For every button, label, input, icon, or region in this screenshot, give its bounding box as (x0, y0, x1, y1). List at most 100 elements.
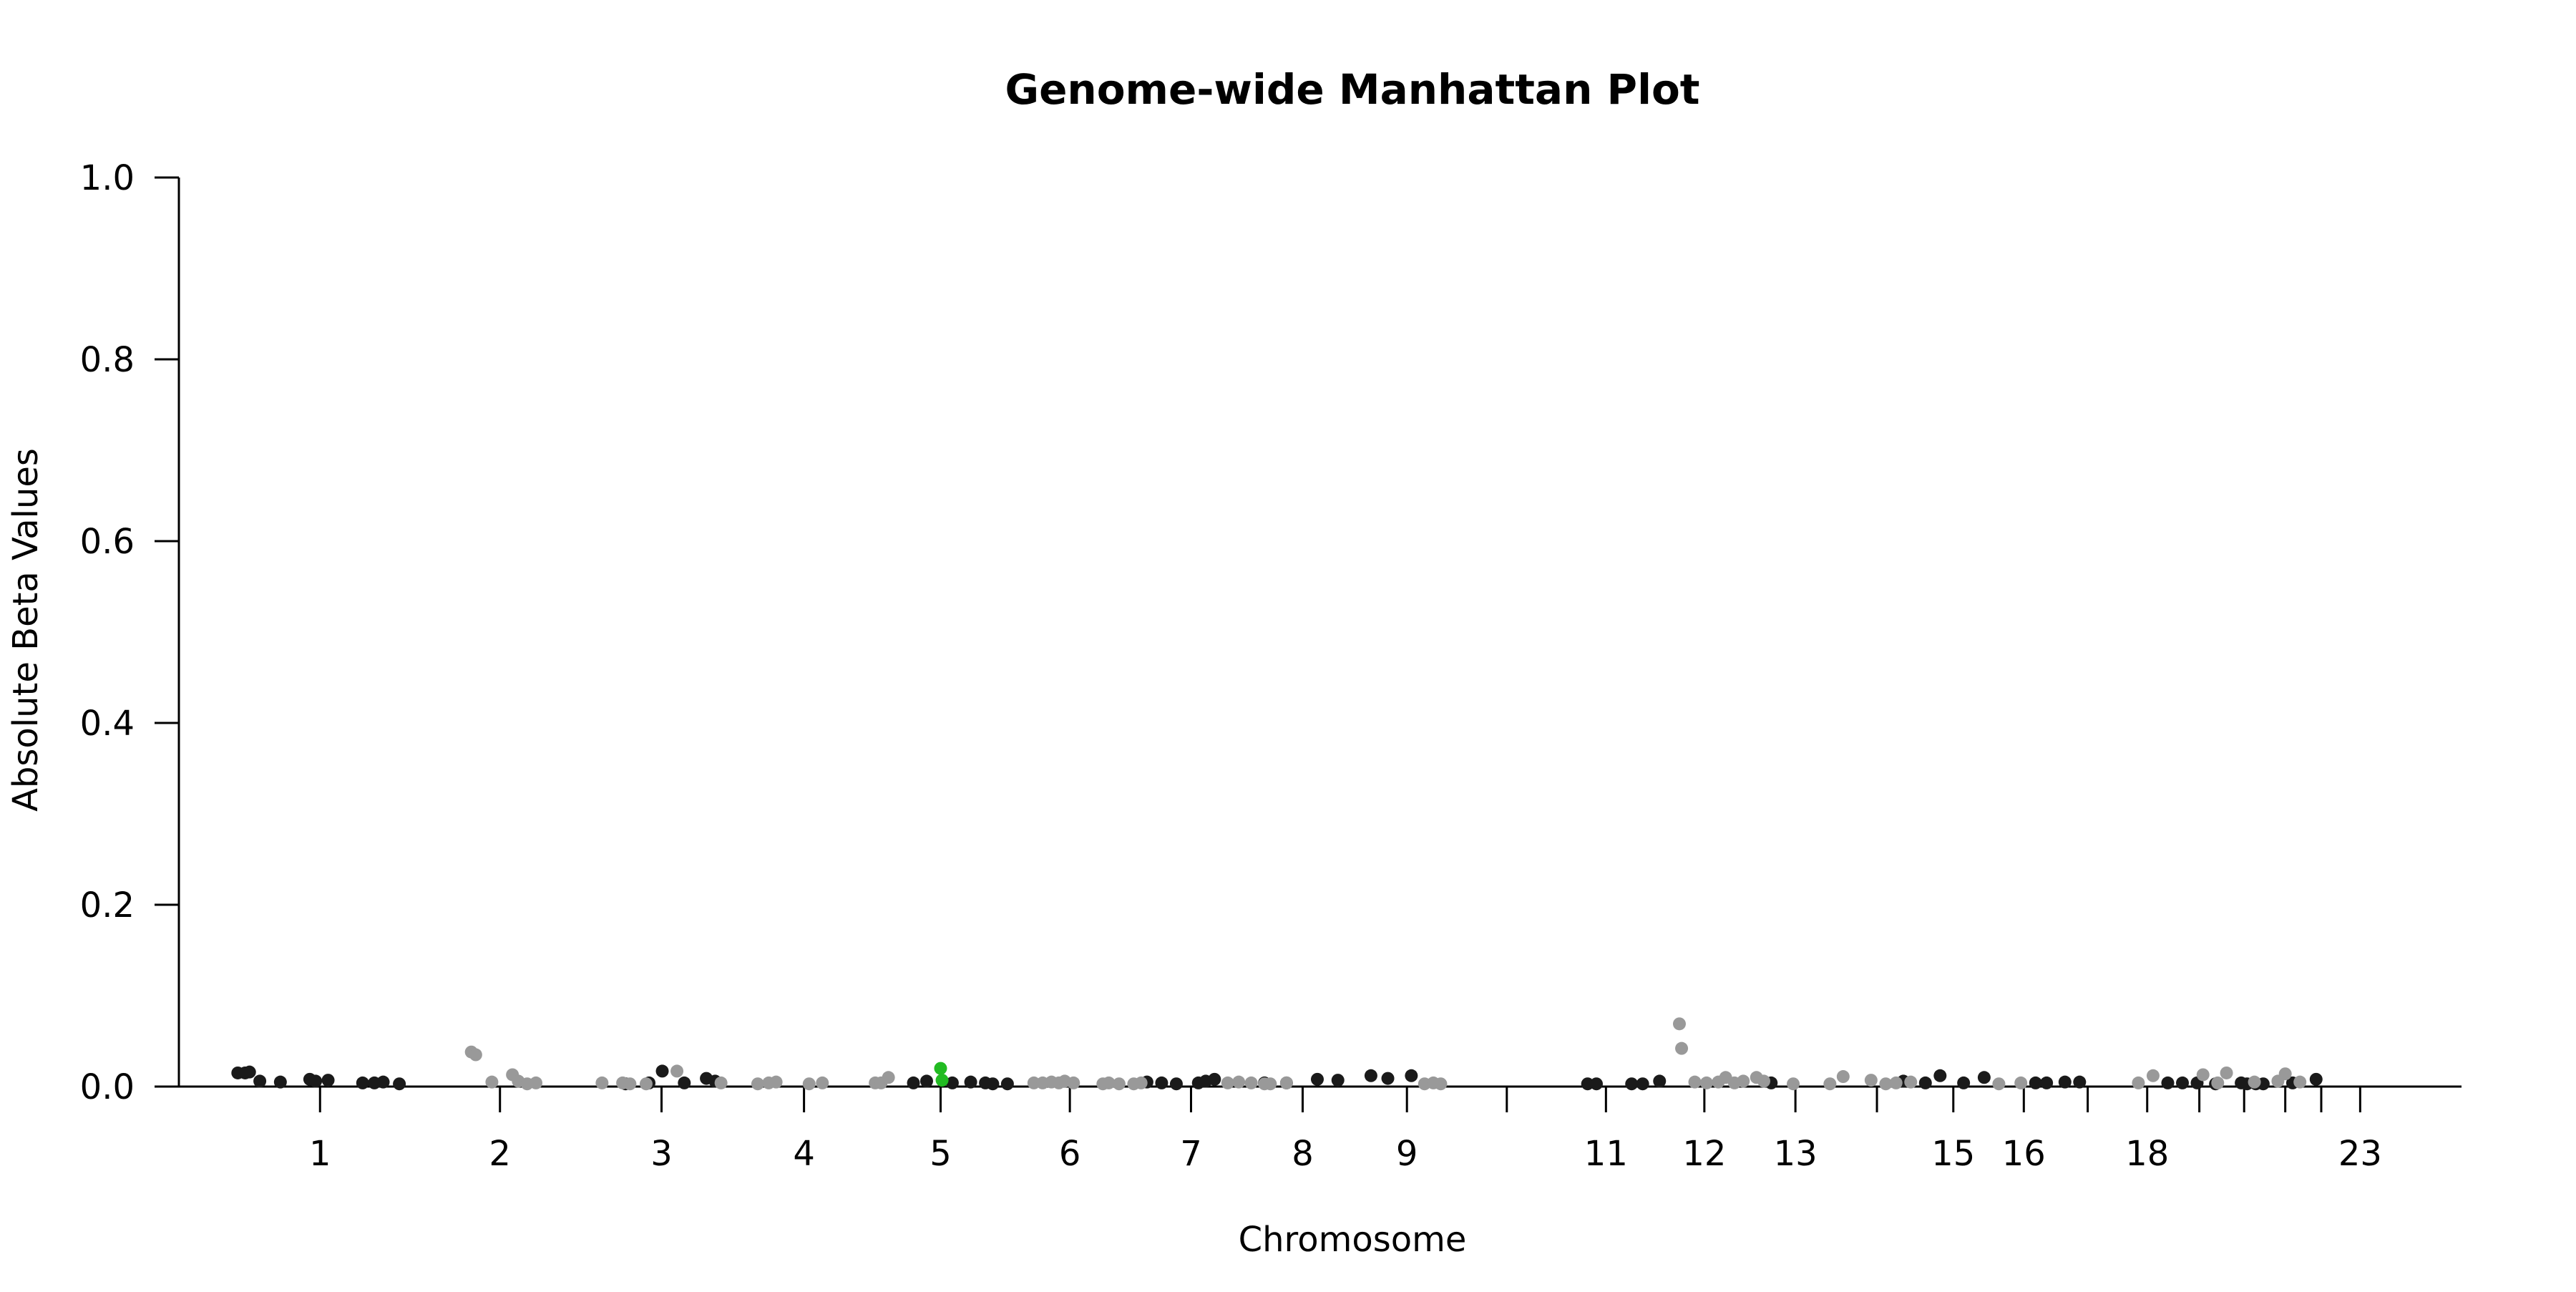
data-point (2248, 1075, 2261, 1089)
data-point (1134, 1076, 1148, 1089)
data-point (1434, 1077, 1448, 1091)
data-point (2196, 1068, 2210, 1082)
x-tick-label: 9 (1396, 1134, 1418, 1174)
x-tick-label: 18 (2125, 1134, 2169, 1174)
data-point (1264, 1077, 1277, 1091)
data-point (1879, 1077, 1893, 1091)
data-point (1757, 1074, 1770, 1088)
data-point (595, 1076, 609, 1089)
data-point (1590, 1077, 1603, 1091)
data-point (1836, 1070, 1850, 1084)
data-point (920, 1074, 933, 1088)
data-point (882, 1071, 895, 1084)
data-point (2278, 1067, 2292, 1081)
data-point (934, 1062, 947, 1075)
x-tick-label: 2 (489, 1134, 511, 1174)
data-point (1102, 1076, 1116, 1089)
data-point (816, 1076, 829, 1089)
data-point (678, 1076, 691, 1089)
data-point (639, 1077, 653, 1091)
data-point (1889, 1076, 1903, 1089)
data-point (253, 1074, 267, 1088)
data-point (376, 1075, 390, 1089)
data-point (907, 1076, 920, 1089)
data-point (1672, 1017, 1686, 1031)
data-point (2211, 1076, 2225, 1089)
data-point (2161, 1076, 2175, 1089)
x-tick-label: 16 (2002, 1134, 2046, 1174)
data-point (1155, 1076, 1169, 1089)
data-point (1000, 1077, 1014, 1091)
axes: 0.00.20.40.60.81.01 2 3 4 5 6 7 8 9 11 12 13 15 16 18 2… (80, 158, 2462, 1174)
y-tick-label: 0.0 (80, 1067, 135, 1107)
y-tick-label: 0.8 (80, 340, 135, 380)
data-point (769, 1075, 783, 1089)
data-point (1232, 1075, 1246, 1089)
data-point (1027, 1076, 1040, 1089)
data-point (1737, 1074, 1750, 1088)
data-point (2132, 1076, 2145, 1089)
data-point (751, 1077, 764, 1091)
data-point (1823, 1077, 1837, 1091)
data-point (1067, 1076, 1080, 1089)
data-point (670, 1064, 684, 1078)
data-point (1977, 1071, 1991, 1084)
x-tick-label: 6 (1059, 1134, 1081, 1174)
data-point (1279, 1076, 1293, 1089)
data-point (273, 1075, 287, 1089)
data-point (1581, 1077, 1594, 1091)
x-tick-label: 5 (930, 1134, 952, 1174)
data-point (2293, 1075, 2307, 1089)
data-point (1381, 1072, 1395, 1085)
data-point (964, 1075, 977, 1089)
data-point (2176, 1076, 2189, 1089)
data-point (1169, 1077, 1183, 1091)
y-axis-label: Absolute Beta Values (6, 448, 46, 812)
y-tick-label: 1.0 (80, 158, 135, 198)
data-point (1864, 1074, 1878, 1087)
data-point (1636, 1077, 1649, 1091)
data-points (231, 1017, 2323, 1091)
x-tick-label: 12 (1682, 1134, 1726, 1174)
data-point (243, 1065, 256, 1079)
data-point (714, 1076, 728, 1089)
data-point (1699, 1076, 1713, 1089)
data-point (945, 1076, 959, 1089)
data-point (1244, 1076, 1258, 1089)
x-tick-label: 8 (1292, 1134, 1314, 1174)
data-point (1112, 1077, 1126, 1091)
data-point (321, 1074, 335, 1087)
x-tick-label: 15 (1931, 1134, 1975, 1174)
x-axis-label: Chromosome (1239, 1220, 1467, 1260)
data-point (1364, 1069, 1377, 1082)
data-point (2029, 1076, 2042, 1089)
data-point (2146, 1069, 2160, 1082)
data-point (2309, 1072, 2323, 1086)
data-point (2058, 1075, 2072, 1089)
data-point (1208, 1072, 1221, 1086)
data-point (1787, 1077, 1800, 1091)
data-point (655, 1064, 669, 1078)
data-point (623, 1077, 637, 1091)
x-tick-label: 23 (2338, 1134, 2382, 1174)
data-point (469, 1048, 482, 1062)
data-point (1331, 1074, 1345, 1087)
data-point (393, 1077, 406, 1091)
data-point (1933, 1069, 1947, 1082)
data-point (1688, 1075, 1702, 1089)
data-point (1675, 1041, 1689, 1055)
data-point (1957, 1076, 1971, 1089)
data-point (485, 1075, 499, 1089)
data-point (2220, 1066, 2233, 1079)
data-point (1653, 1074, 1667, 1088)
x-tick-label: 11 (1584, 1134, 1628, 1174)
y-tick-label: 0.6 (80, 522, 135, 562)
data-point (935, 1074, 949, 1087)
data-point (2073, 1075, 2087, 1089)
y-tick-label: 0.4 (80, 704, 135, 744)
data-point (2040, 1076, 2054, 1089)
data-point (986, 1077, 1000, 1091)
data-point (309, 1074, 323, 1088)
data-point (802, 1077, 816, 1091)
